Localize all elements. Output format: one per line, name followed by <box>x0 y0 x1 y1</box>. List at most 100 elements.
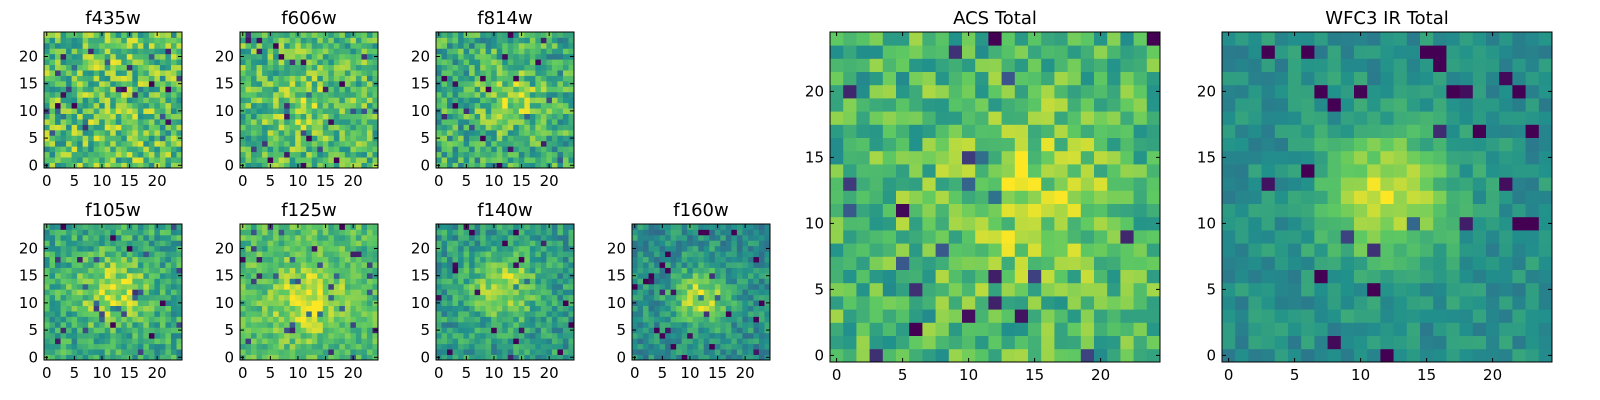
heatmap-cell <box>524 224 531 230</box>
heatmap-cell <box>731 316 738 323</box>
heatmap-cell <box>262 135 268 142</box>
heatmap-cell <box>452 305 459 312</box>
heatmap-cell <box>154 343 161 350</box>
heatmap-cell <box>524 278 531 285</box>
heatmap-cell <box>170 251 177 258</box>
panel-title: f125w <box>281 200 336 221</box>
heatmap-cell <box>436 338 442 345</box>
heatmap-cell <box>60 305 67 312</box>
heatmap-cell <box>256 113 263 120</box>
heatmap-cell <box>491 135 498 142</box>
heatmap-cell <box>568 91 575 98</box>
heatmap-cell <box>758 224 765 230</box>
heatmap-cell <box>267 151 274 158</box>
heatmap-cell <box>529 305 536 312</box>
heatmap-cell <box>273 305 280 312</box>
heatmap-cell <box>132 135 139 142</box>
heatmap-cell <box>322 86 329 93</box>
heatmap-cell <box>1146 322 1161 336</box>
heatmap-cell <box>507 59 514 66</box>
heatmap-cell <box>687 229 694 236</box>
heatmap-cell <box>632 278 638 285</box>
heatmap-cell <box>753 256 760 263</box>
heatmap-cell <box>170 53 177 60</box>
heatmap-cell <box>480 151 487 158</box>
heatmap-cell <box>513 70 520 76</box>
heatmap-cell <box>317 245 324 252</box>
heatmap-cell <box>513 86 520 93</box>
heatmap-cell <box>49 91 56 98</box>
heatmap-cell <box>44 343 50 350</box>
heatmap-cell <box>843 282 857 297</box>
y-tick-label: 5 <box>420 321 430 339</box>
heatmap-cell <box>502 113 509 120</box>
heatmap-cell <box>736 338 743 345</box>
heatmap-cell <box>44 86 50 93</box>
heatmap-cell <box>344 251 351 258</box>
heatmap-cell <box>344 229 351 236</box>
heatmap-cell <box>643 245 649 252</box>
heatmap-cell <box>165 59 172 66</box>
heatmap-cell <box>339 240 346 247</box>
heatmap-cell <box>1094 269 1108 284</box>
heatmap-cell <box>289 119 296 125</box>
heatmap-cell <box>698 316 705 323</box>
heatmap-cell <box>568 157 575 163</box>
heatmap-cell <box>502 151 509 158</box>
heatmap-cell <box>44 316 50 323</box>
heatmap-cell <box>975 177 989 191</box>
heatmap-cell <box>1041 243 1055 257</box>
heatmap-cell <box>856 296 870 310</box>
heatmap-cell <box>154 135 161 142</box>
heatmap-cell <box>278 146 285 153</box>
heatmap-cell <box>44 289 50 296</box>
heatmap-cell <box>463 256 470 263</box>
heatmap-cell <box>1080 282 1095 297</box>
heatmap-cell <box>909 335 923 350</box>
heatmap-cell <box>524 124 531 131</box>
heatmap-cell <box>703 305 710 312</box>
x-tick-label: 5 <box>462 172 472 190</box>
heatmap-cell <box>372 294 379 301</box>
heatmap-cell <box>99 311 106 317</box>
heatmap-cell <box>251 311 257 317</box>
heatmap-cell <box>518 48 525 55</box>
heatmap-cell <box>93 53 100 60</box>
heatmap-cell <box>159 157 166 163</box>
heatmap-cell <box>289 70 296 76</box>
heatmap-cell <box>110 305 117 312</box>
heatmap-cell <box>524 294 531 301</box>
heatmap-cell <box>637 278 644 285</box>
heatmap-cell <box>361 354 368 361</box>
heatmap-cell <box>361 300 368 306</box>
heatmap-cell <box>339 108 346 114</box>
heatmap-cell <box>670 251 677 258</box>
heatmap-cell <box>485 129 492 136</box>
heatmap-cell <box>882 230 897 244</box>
heatmap-cell <box>165 245 172 252</box>
heatmap-cell <box>474 64 481 71</box>
heatmap-cell <box>88 124 95 131</box>
heatmap-cell <box>322 332 329 339</box>
heatmap-cell <box>935 203 950 218</box>
heatmap-cell <box>115 140 122 147</box>
heatmap-cell <box>557 140 564 147</box>
heatmap-cell <box>132 240 139 247</box>
heatmap-cell <box>725 305 732 312</box>
heatmap-cell <box>88 267 95 274</box>
heatmap-cell <box>344 327 351 334</box>
heatmap-cell <box>99 283 106 290</box>
heatmap-cell <box>110 124 117 131</box>
heatmap-cell <box>251 64 257 71</box>
heatmap-cell <box>256 354 263 361</box>
heatmap-cell <box>93 64 100 71</box>
heatmap-cell <box>687 316 694 323</box>
heatmap-cell <box>568 32 575 38</box>
heatmap-cell <box>104 162 111 169</box>
heatmap-cell <box>480 289 487 296</box>
heatmap-cell <box>562 86 569 93</box>
heatmap-cell <box>469 70 476 76</box>
heatmap-cell <box>143 234 150 241</box>
heatmap-cell <box>562 102 569 109</box>
heatmap-cell <box>535 294 542 301</box>
